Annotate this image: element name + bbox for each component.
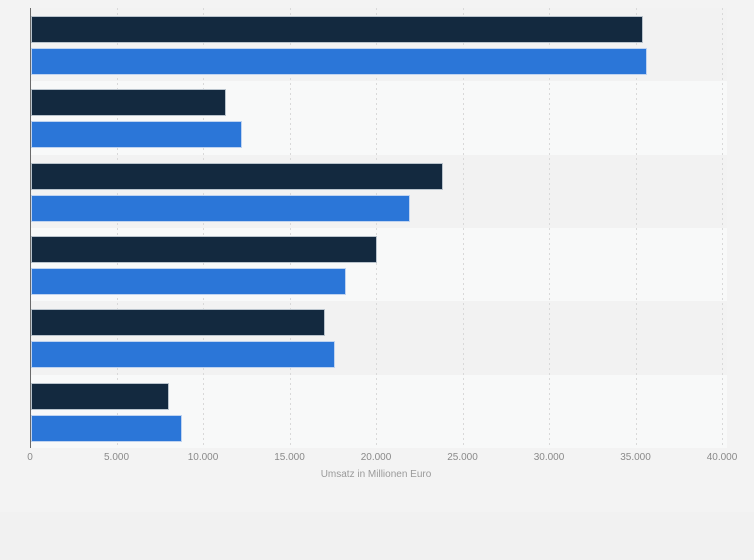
bar-series-1: [31, 16, 643, 43]
x-tick-label: 0: [27, 452, 33, 463]
gridline: [203, 8, 204, 448]
bar-series-1: [31, 162, 443, 190]
x-tick-label: 35.000: [620, 452, 651, 463]
bar-series-1: [31, 382, 169, 410]
gridline: [635, 8, 637, 448]
chart-image: 0 5.000 10.000 15.000 20.000 25.000 30.000 35.0…: [27, 8, 738, 480]
bar-series-1: [31, 309, 325, 337]
plot-area: [30, 8, 727, 448]
gridline: [549, 8, 550, 448]
bar-series-2: [31, 121, 242, 149]
bar-series-2: [31, 414, 182, 442]
x-tick-label: 20.000: [360, 452, 392, 463]
x-tick-label: 30.000: [533, 452, 565, 463]
x-axis-title: Umsatz in Millionen Euro: [320, 469, 432, 480]
bar-series-2: [31, 48, 647, 75]
x-tick-label: 25.000: [447, 452, 478, 463]
gridline: [376, 8, 377, 448]
gridline: [289, 8, 291, 448]
gridline: [462, 8, 464, 448]
x-tick-label: 10.000: [187, 452, 219, 463]
x-tick-label: 40.000: [706, 452, 738, 463]
bar-series-1: [31, 236, 377, 263]
x-tick-label: 15.000: [274, 452, 305, 463]
bar-series-2: [31, 194, 410, 222]
gridline: [722, 8, 723, 448]
gridline: [116, 8, 118, 448]
category-axis-line: [30, 8, 31, 448]
bar-series-2: [31, 341, 335, 369]
x-tick-label: 5.000: [103, 452, 130, 463]
bar-series-2: [31, 268, 346, 295]
bar-series-1: [31, 89, 226, 117]
